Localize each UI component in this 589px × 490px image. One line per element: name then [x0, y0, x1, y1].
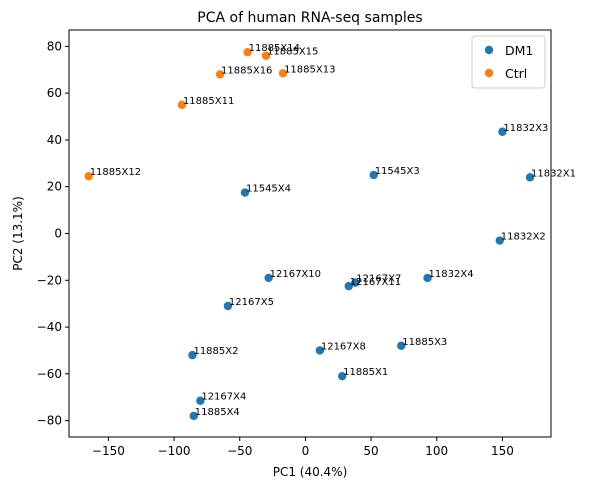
- point-label-11832X2: 11832X2: [501, 232, 546, 243]
- data-point-11885X14: [243, 48, 252, 57]
- x-axis-label: PC1 (40.4%): [273, 465, 348, 479]
- x-tick-label: −100: [158, 444, 191, 458]
- point-label-11545X3: 11545X3: [375, 166, 420, 177]
- y-tick-label: 60: [47, 86, 62, 100]
- data-point-12167X5: [223, 301, 233, 311]
- y-tick-label: 40: [47, 133, 62, 147]
- data-point-11885X4: [189, 411, 198, 421]
- point-label-11885X13: 11885X13: [284, 64, 335, 75]
- data-point-11885X13: [278, 69, 288, 78]
- data-point-12167X4: [196, 396, 205, 405]
- point-label-12167X11: 12167X11: [350, 277, 401, 288]
- x-tick-label: 0: [302, 444, 310, 458]
- data-point-11885X3: [397, 341, 406, 350]
- data-point-11832X1: [525, 173, 535, 182]
- data-point-12167X7: [351, 278, 360, 287]
- data-point-12167X10: [264, 273, 273, 283]
- point-label-11832X4: 11832X4: [429, 269, 474, 280]
- point-label-11832X3: 11832X3: [503, 123, 548, 134]
- chart-title: PCA of human RNA-seq samples: [197, 10, 422, 26]
- x-tick-label: 50: [363, 444, 378, 458]
- point-label-11885X11: 11885X11: [183, 96, 234, 107]
- x-tick-label: −50: [227, 444, 252, 458]
- legend-label-ctrl: Ctrl: [505, 66, 527, 81]
- point-label-12167X10: 12167X10: [270, 269, 321, 280]
- x-axis-ticks: −150 −100 −50 0 50 100 150: [92, 437, 514, 458]
- x-tick-label: 100: [425, 444, 448, 458]
- y-tick-label: 80: [47, 39, 62, 53]
- y-axis-label: PC2 (13.1%): [11, 196, 25, 271]
- y-tick-label: 20: [47, 180, 62, 194]
- point-label-12167X5: 12167X5: [229, 297, 274, 308]
- y-tick-label: 0: [54, 227, 62, 241]
- data-point-11885X11: [177, 100, 187, 110]
- data-point-11832X3: [498, 127, 507, 136]
- point-label-11885X4: 11885X4: [195, 407, 240, 418]
- point-label-11885X15: 11885X15: [267, 47, 318, 58]
- y-tick-label: −40: [37, 320, 62, 334]
- legend-marker-ctrl: [484, 68, 494, 78]
- plot-frame: [68, 29, 552, 438]
- data-point-11885X16: [215, 70, 225, 79]
- y-tick-label: −60: [37, 367, 62, 381]
- data-point-11545X4: [240, 188, 250, 197]
- point-label-11885X3: 11885X3: [402, 337, 447, 348]
- data-point-11885X2: [188, 350, 197, 360]
- point-label-11545X4: 11545X4: [246, 184, 291, 195]
- point-label-11885X14: 11885X14: [249, 43, 300, 54]
- point-label-11885X16: 11885X16: [221, 65, 272, 76]
- legend-marker-dm1: [484, 45, 494, 55]
- data-point-12167X8: [315, 346, 325, 355]
- y-tick-label: −80: [37, 414, 62, 428]
- y-tick-label: −20: [37, 273, 62, 287]
- point-label-11832X1: 11832X1: [531, 168, 576, 179]
- point-label-12167X7: 12167X7: [356, 274, 401, 285]
- legend-label-dm1: DM1: [505, 43, 533, 58]
- data-point-11885X15: [261, 51, 271, 60]
- data-point-11545X3: [369, 170, 378, 180]
- point-label-12167X8: 12167X8: [321, 341, 366, 352]
- legend: DM1 Ctrl: [471, 35, 546, 89]
- point-label-11885X2: 11885X2: [193, 346, 238, 357]
- points-layer: [84, 48, 535, 421]
- data-point-11885X1: [337, 371, 347, 381]
- point-label-11885X1: 11885X1: [343, 367, 388, 378]
- data-point-11832X2: [495, 236, 504, 245]
- data-point-11832X4: [423, 273, 432, 283]
- point-label-12167X4: 12167X4: [201, 392, 246, 403]
- data-point-12167X11: [344, 281, 353, 291]
- x-tick-label: 150: [491, 444, 514, 458]
- x-tick-label: −150: [92, 444, 125, 458]
- point-label-11885X12: 11885X12: [90, 167, 141, 178]
- point-labels-layer: 11832X3 11832X1 11545X3 11545X4 11832X2 12167…: [90, 43, 576, 418]
- data-point-11885X12: [84, 171, 93, 181]
- y-axis-ticks: −80 −60 −40 −20 0 20 40 60 80: [37, 39, 69, 428]
